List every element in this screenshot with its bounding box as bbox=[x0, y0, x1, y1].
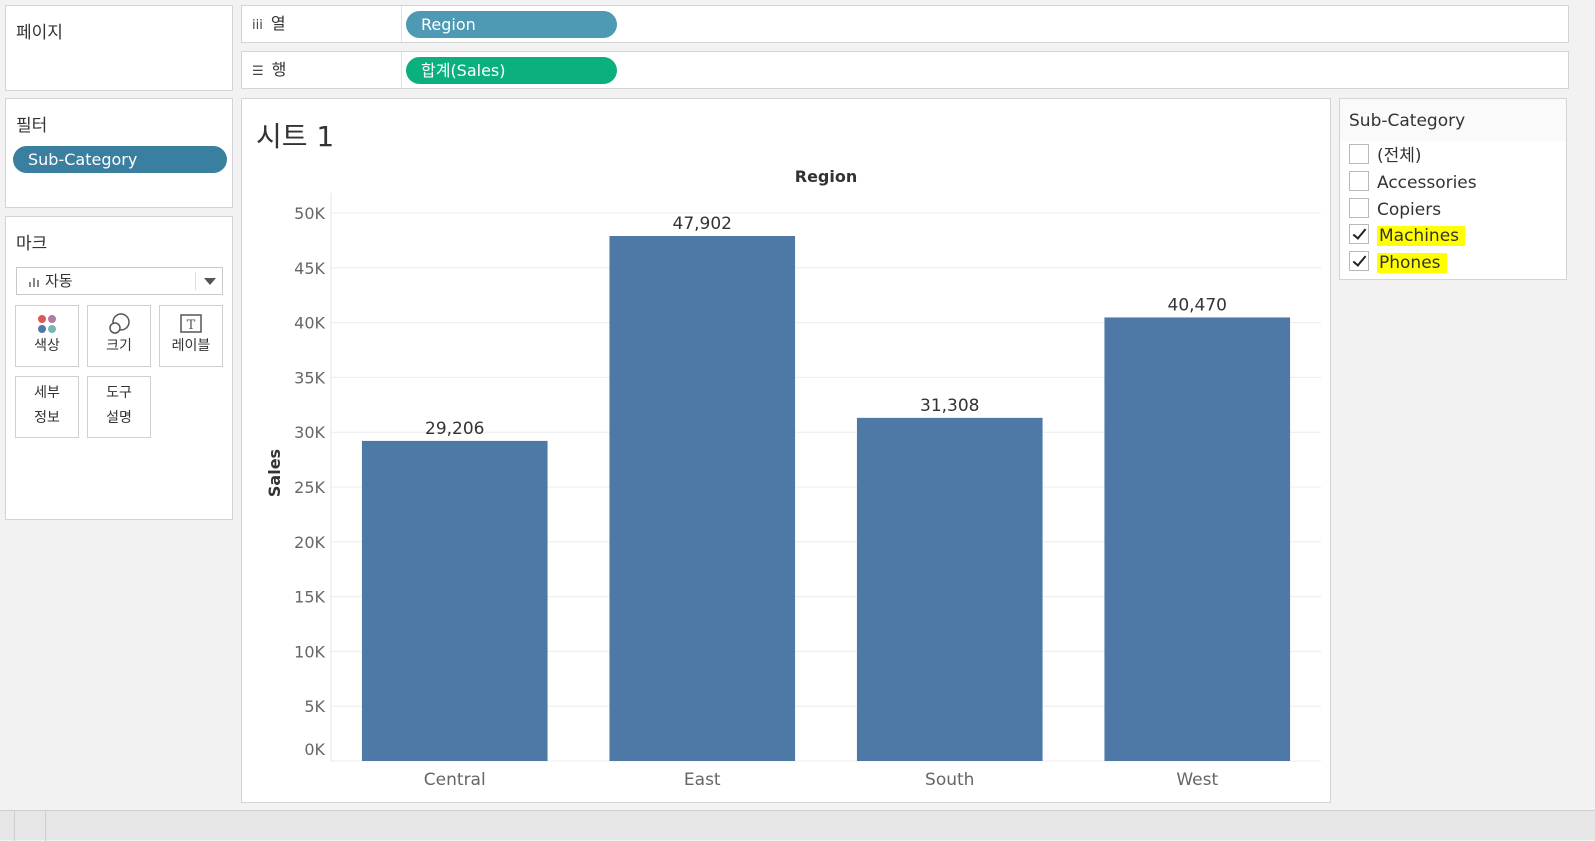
y-tick-label: 10K bbox=[294, 642, 325, 661]
y-tick-label: 25K bbox=[294, 478, 325, 497]
label-button[interactable]: T 레이블 bbox=[159, 305, 223, 367]
tooltip-label-line2: 설명 bbox=[106, 410, 132, 426]
bar-value-label: 31,308 bbox=[920, 396, 979, 416]
x-tick-label: South bbox=[925, 770, 974, 790]
filter-item[interactable]: Machines bbox=[1349, 224, 1466, 248]
y-tick-label: 50K bbox=[294, 204, 325, 223]
label-icon: T bbox=[160, 312, 222, 338]
checkbox-checked-icon[interactable] bbox=[1349, 251, 1369, 271]
size-icon bbox=[88, 312, 150, 338]
mark-type-dropdown[interactable]: 자동 bbox=[16, 267, 223, 295]
columns-icon: iii bbox=[252, 18, 263, 33]
columns-shelf: iii 열 Region bbox=[241, 5, 1569, 43]
filter-item-label: (전체) bbox=[1377, 146, 1422, 166]
chevron-down-icon[interactable] bbox=[204, 278, 216, 285]
y-tick-label: 30K bbox=[294, 423, 325, 442]
y-tick-label: 35K bbox=[294, 368, 325, 387]
filter-pill-sub-category[interactable]: Sub-Category bbox=[13, 146, 227, 173]
marks-title: 마크 bbox=[16, 234, 48, 254]
svg-text:T: T bbox=[187, 318, 196, 333]
filters-title: 필터 bbox=[16, 116, 48, 136]
columns-label-text: 열 bbox=[270, 14, 286, 33]
filter-item[interactable]: Accessories bbox=[1349, 171, 1477, 195]
filter-card-title: Sub-Category bbox=[1349, 111, 1466, 131]
x-tick-label: Central bbox=[424, 770, 486, 790]
bar[interactable] bbox=[361, 440, 548, 761]
bar-value-label: 47,902 bbox=[673, 214, 732, 234]
columns-shelf-label: iii 열 bbox=[252, 6, 402, 42]
y-tick-label: 20K bbox=[294, 533, 325, 552]
filter-card-header bbox=[1340, 99, 1566, 141]
checkbox-icon[interactable] bbox=[1349, 198, 1369, 218]
size-button[interactable]: 크기 bbox=[87, 305, 151, 367]
marks-panel: 마크 자동 색상 크기 T 레이블 세부 정보 도구 설명 bbox=[5, 216, 233, 520]
mark-type-value: 자동 bbox=[45, 272, 73, 290]
filter-item-label: Copiers bbox=[1377, 200, 1442, 220]
tooltip-label-line1: 도구 bbox=[106, 385, 132, 401]
rows-icon: ☰ bbox=[252, 64, 264, 79]
bar[interactable] bbox=[1104, 317, 1291, 761]
tooltip-button[interactable]: 도구 설명 bbox=[87, 376, 151, 438]
filter-item-label: Accessories bbox=[1377, 173, 1477, 193]
color-button[interactable]: 색상 bbox=[15, 305, 79, 367]
x-tick-label: West bbox=[1176, 770, 1218, 790]
filter-item[interactable]: Copiers bbox=[1349, 198, 1441, 222]
detail-label-line2: 정보 bbox=[34, 410, 60, 426]
bar[interactable] bbox=[609, 235, 796, 761]
filters-panel: 필터 Sub-Category bbox=[5, 98, 233, 208]
detail-label-line1: 세부 bbox=[34, 385, 60, 401]
checkbox-checked-icon[interactable] bbox=[1349, 224, 1369, 244]
y-axis-label: Sales bbox=[265, 449, 284, 497]
filter-item[interactable]: (전체) bbox=[1349, 144, 1422, 168]
y-tick-label: 40K bbox=[294, 314, 325, 333]
bar-chart-icon bbox=[29, 277, 39, 287]
x-axis: Central East South West bbox=[424, 770, 1219, 790]
y-tick-label: 15K bbox=[294, 588, 325, 607]
rows-label-text: 행 bbox=[271, 60, 287, 79]
sheet-tab[interactable] bbox=[14, 811, 46, 841]
status-bar bbox=[0, 810, 1595, 841]
label-label: 레이블 bbox=[171, 338, 211, 354]
y-axis: 0K 5K 10K 15K 20K 25K 30K 35K 40K 45K 50K bbox=[294, 204, 325, 759]
y-tick-label: 5K bbox=[304, 697, 325, 716]
x-tick-label: East bbox=[684, 770, 721, 790]
bar-chart: Region Sales 0K 5K 10K 15K 20K 25K 30K 35K 40K 45… bbox=[265, 167, 1321, 790]
color-icon bbox=[16, 312, 78, 338]
chart-title: Region bbox=[795, 167, 858, 186]
pages-title: 페이지 bbox=[16, 23, 63, 43]
bar[interactable] bbox=[856, 417, 1043, 761]
view-panel: 시트 1 Region Sales 0K 5K 10K 15K 20K 25K 30K 35K… bbox=[241, 98, 1331, 803]
y-tick-label: 45K bbox=[294, 259, 325, 278]
filter-item[interactable]: Phones bbox=[1349, 251, 1447, 275]
color-label: 색상 bbox=[34, 338, 60, 354]
sheet-title: 시트 1 bbox=[256, 120, 335, 153]
checkbox-icon[interactable] bbox=[1349, 144, 1369, 164]
filter-item-label: Phones bbox=[1377, 253, 1447, 273]
bar-value-label: 29,206 bbox=[425, 419, 484, 439]
sum-sales-pill[interactable]: 합계(Sales) bbox=[406, 57, 617, 84]
bar-value-label: 40,470 bbox=[1168, 295, 1227, 315]
bars bbox=[361, 235, 1291, 761]
data-labels: 29,206 47,902 31,308 40,470 bbox=[425, 214, 1227, 439]
y-tick-label: 0K bbox=[304, 740, 325, 759]
pages-panel: 페이지 bbox=[5, 5, 233, 91]
rows-shelf: ☰ 행 합계(Sales) bbox=[241, 51, 1569, 89]
region-pill[interactable]: Region bbox=[406, 11, 617, 38]
rows-shelf-label: ☰ 행 bbox=[252, 52, 402, 88]
detail-button[interactable]: 세부 정보 bbox=[15, 376, 79, 438]
sub-category-filter-card: Sub-Category (전체) Accessories Copiers Machi… bbox=[1339, 98, 1567, 280]
dropdown-divider bbox=[195, 272, 196, 290]
size-label: 크기 bbox=[106, 338, 132, 354]
filter-item-label: Machines bbox=[1377, 226, 1466, 246]
checkbox-icon[interactable] bbox=[1349, 171, 1369, 191]
